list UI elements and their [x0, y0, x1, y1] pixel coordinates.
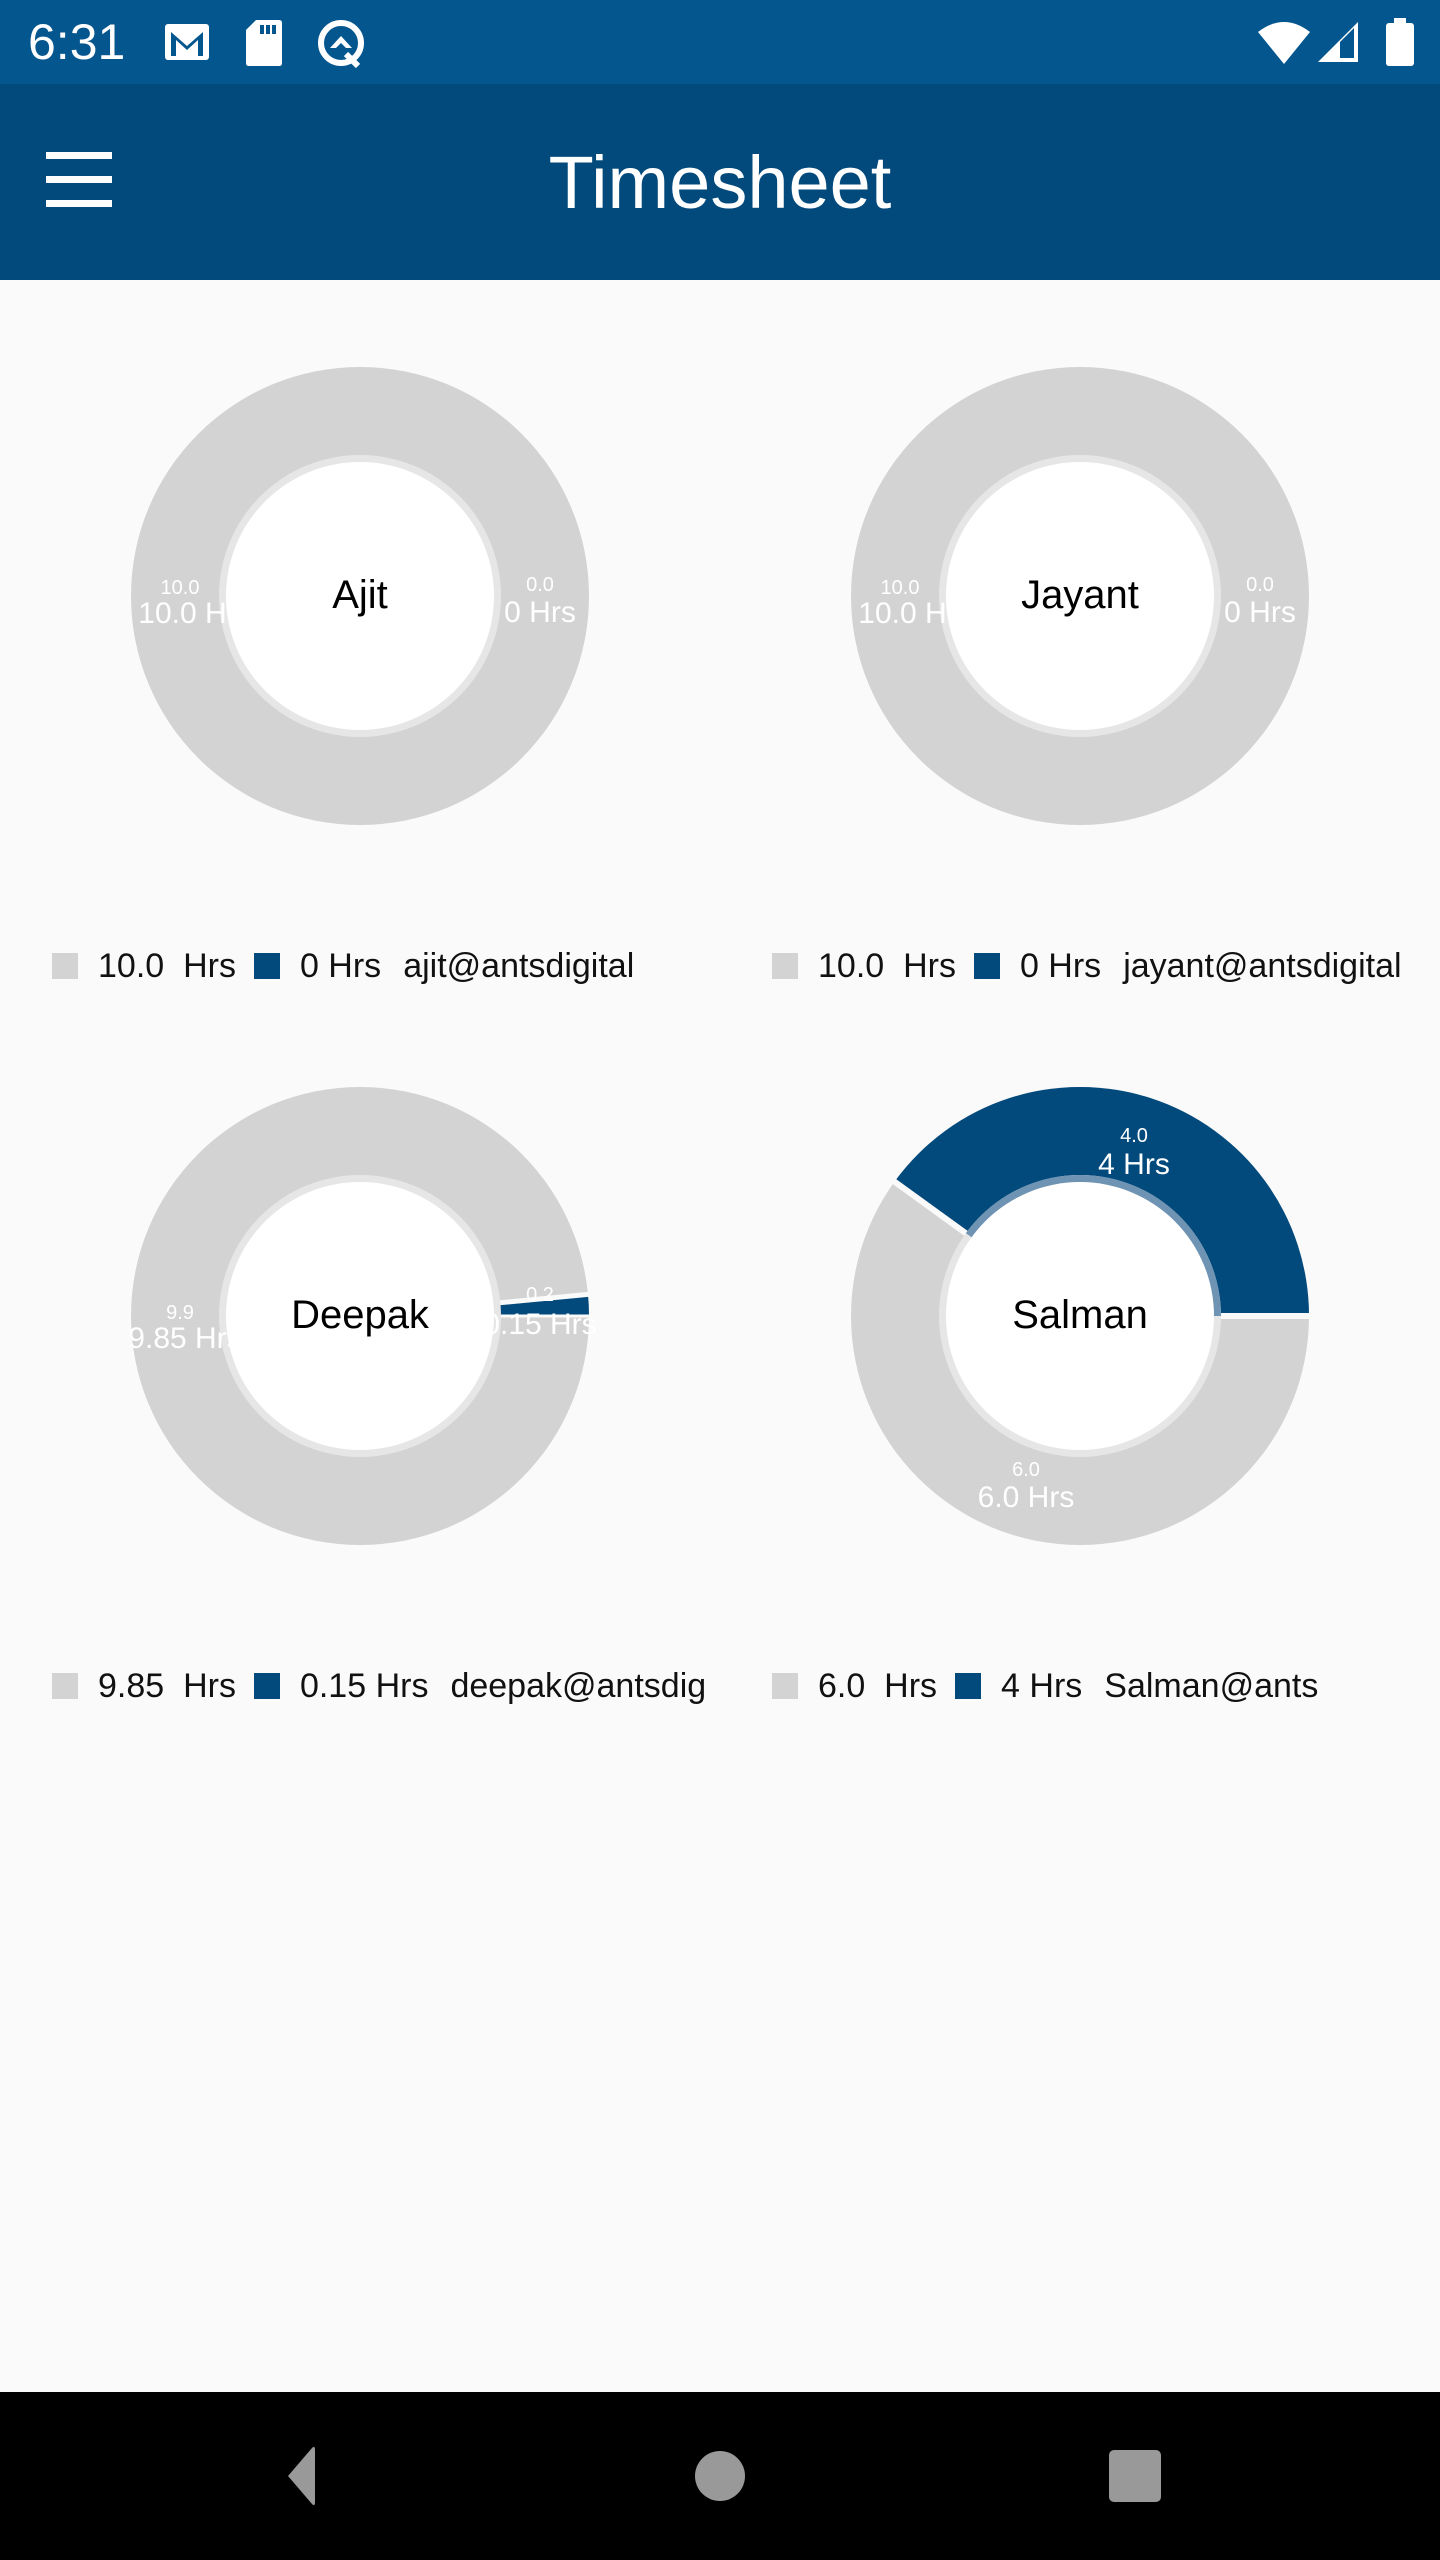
- legend-email: ajit@antsdigital: [403, 946, 635, 985]
- timesheet-card-deepak[interactable]: 9.9 9.85 Hrs 0.2 0.15 Hrs Deepak: [0, 956, 720, 1676]
- legend-logged: 0 Hrs: [1019, 946, 1102, 985]
- donut-chart: 9.9 9.85 Hrs 0.2 0.15 Hrs Deepak: [128, 1087, 597, 1545]
- donut-chart: 10.0 10.0 Hrs 0.0 0 Hrs Ajit: [131, 367, 589, 825]
- donut-chart: 4.0 4 Hrs 6.0 6.0 Hrs Salman: [851, 1086, 1312, 1545]
- logged-value-label: 0.2: [526, 1284, 554, 1306]
- remaining-hours-label: 9.85 Hrs: [128, 1322, 241, 1355]
- logged-hours-label: 0 Hrs: [1224, 596, 1296, 629]
- logged-swatch: [955, 1673, 982, 1699]
- legend-remaining: 9.85 Hrs: [98, 1666, 236, 1705]
- legend-remaining: 6.0 Hrs: [818, 1666, 938, 1705]
- remaining-swatch: [772, 1673, 798, 1699]
- remaining-swatch: [52, 1673, 78, 1699]
- timesheet-card-jayant[interactable]: 10.0 10.0 Hrs 0.0 0 Hrs Jayant: [720, 236, 1440, 956]
- chart-legend: 10.0 Hrs 0 Hrs ajit@antsdigital: [52, 944, 634, 988]
- legend-email: jayant@antsdigital: [1123, 946, 1402, 985]
- logged-hours-label: 0.15 Hrs: [483, 1308, 596, 1341]
- status-time: 6:31: [28, 14, 126, 70]
- wifi-icon: [1258, 22, 1310, 64]
- legend-email: Salman@ants: [1104, 1666, 1319, 1705]
- hamburger-menu-icon[interactable]: [40, 152, 120, 212]
- recents-icon[interactable]: [1090, 2436, 1180, 2516]
- legend-logged: 0.15 Hrs: [299, 1666, 429, 1705]
- gmail-icon: [165, 24, 209, 60]
- logged-swatch: [253, 953, 280, 979]
- chart-legend: 9.85 Hrs 0.15 Hrs deepak@antsdig: [52, 1664, 706, 1708]
- remaining-value-label: 9.9: [166, 1302, 194, 1324]
- status-bar: 6:31: [0, 0, 1440, 84]
- logged-value-label: 0.0: [526, 574, 554, 596]
- employee-name: Jayant: [1021, 573, 1139, 617]
- legend-logged: 4 Hrs: [1001, 1666, 1083, 1705]
- employee-name: Salman: [1012, 1293, 1148, 1337]
- remaining-hours-label: 6.0 Hrs: [978, 1481, 1075, 1514]
- logged-hours-label: 0 Hrs: [504, 596, 576, 629]
- logged-value-label: 0.0: [1246, 574, 1274, 596]
- legend-remaining: 10.0 Hrs: [818, 946, 956, 985]
- timesheet-card-ajit[interactable]: 10.0 10.0 Hrs 0.0 0 Hrs Ajit: [0, 236, 720, 956]
- page-title: Timesheet: [548, 141, 892, 224]
- remaining-value-label: 10.0: [881, 577, 920, 599]
- remaining-hours-label: 10.0 Hrs: [138, 597, 251, 630]
- employee-name: Ajit: [332, 573, 388, 617]
- legend-remaining: 10.0 Hrs: [98, 946, 236, 985]
- chart-legend: 6.0 Hrs 4 Hrs Salman@ants: [772, 1664, 1318, 1708]
- sd-card-icon: [246, 20, 282, 66]
- logged-swatch: [973, 953, 1000, 979]
- donut-chart: 10.0 10.0 Hrs 0.0 0 Hrs Jayant: [851, 367, 1309, 825]
- remaining-value-label: 10.0: [161, 577, 200, 599]
- cell-signal-icon: [1318, 22, 1358, 62]
- battery-icon: [1386, 18, 1414, 66]
- logged-hours-label: 4 Hrs: [1098, 1148, 1170, 1181]
- back-icon[interactable]: [260, 2436, 350, 2516]
- timesheet-card-salman[interactable]: 4.0 4 Hrs 6.0 6.0 Hrs Salman: [720, 956, 1440, 1676]
- logged-swatch: [253, 1673, 280, 1699]
- q-logo-icon: [318, 20, 364, 68]
- legend-email: deepak@antsdig: [450, 1666, 707, 1705]
- legend-logged: 0 Hrs: [299, 946, 382, 985]
- remaining-hours-label: 10.0 Hrs: [858, 597, 971, 630]
- remaining-value-label: 6.0: [1012, 1459, 1040, 1481]
- remaining-swatch: [772, 953, 798, 979]
- home-icon[interactable]: [675, 2436, 765, 2516]
- remaining-swatch: [52, 953, 78, 979]
- system-nav-bar: [0, 2392, 1440, 2560]
- chart-legend: 10.0 Hrs 0 Hrs jayant@antsdigital: [772, 944, 1402, 988]
- app-bar: Timesheet: [0, 84, 1440, 280]
- logged-value-label: 4.0: [1120, 1125, 1148, 1147]
- employee-name: Deepak: [291, 1293, 430, 1337]
